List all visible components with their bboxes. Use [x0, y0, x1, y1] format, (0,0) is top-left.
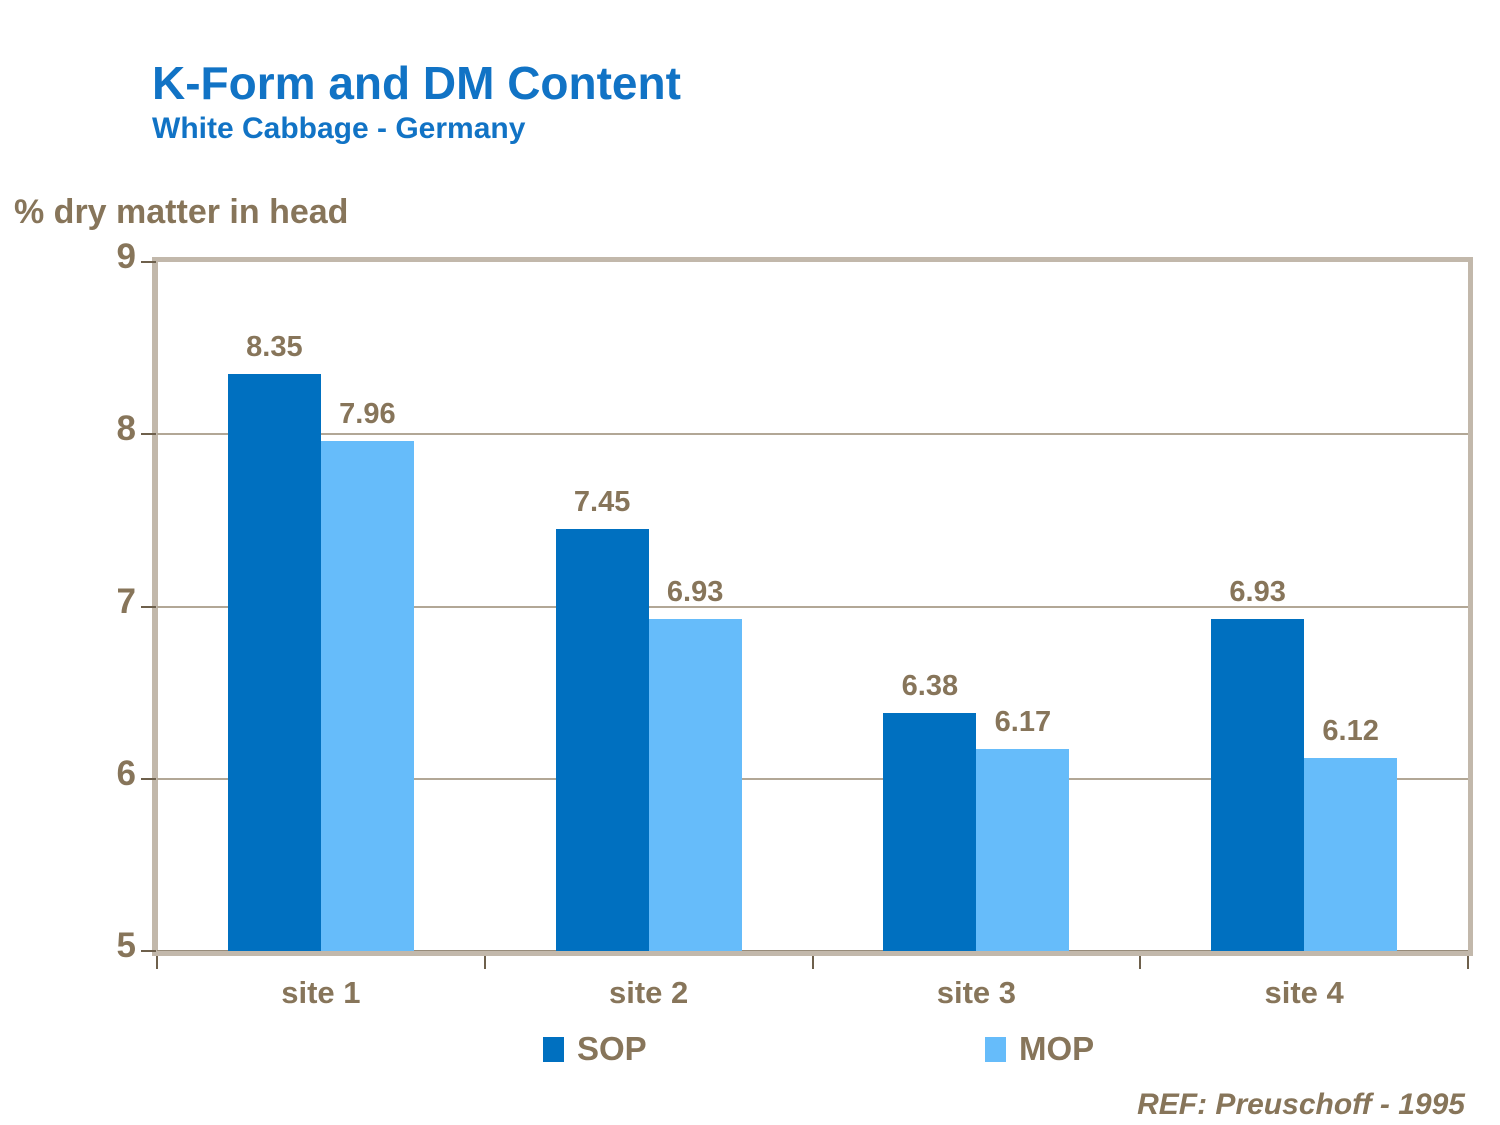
x-tick-mark-2 [811, 956, 814, 969]
y-tick-label-9: 9 [116, 237, 136, 276]
bar-value-label: 6.93 [1229, 575, 1286, 608]
gridline-8 [157, 433, 1468, 436]
legend-swatch-sop [543, 1036, 564, 1062]
bar-value-label: 8.35 [246, 330, 303, 363]
category-label-site-3: site 3 [936, 975, 1017, 1010]
bar-value-label: 6.38 [901, 670, 959, 703]
bar-value-label: 6.17 [994, 706, 1052, 739]
y-tick-label-7: 7 [116, 581, 136, 621]
bar-value-label: 6.12 [1322, 715, 1379, 748]
bar-sop-site-3 [883, 713, 977, 951]
y-tick-label-6: 6 [116, 753, 136, 793]
y-tick-label-8: 8 [116, 409, 136, 449]
y-axis-title: % dry matter in head [14, 193, 349, 231]
chart-subtitle: White Cabbage - Germany [152, 112, 526, 145]
reference-text: REF: Preuschoff - 1995 [1137, 1088, 1465, 1121]
bar-mop-site-3 [976, 749, 1070, 951]
legend-item-sop: SOP [543, 1030, 647, 1068]
category-group-4: 6.93 6.12 [1140, 262, 1468, 951]
category-label-site-1: site 1 [281, 975, 361, 1010]
y-tick-mark-8 [141, 433, 156, 436]
bar-value-label: 6.93 [666, 575, 724, 608]
category-group-1: 8.35 7.96 [157, 262, 485, 951]
category-label-site-2: site 2 [608, 975, 689, 1010]
x-tick-mark-1 [483, 956, 486, 969]
bar-sop-site-2 [555, 529, 649, 951]
plot-inner: 8.35 7.96 7.45 6.93 6.38 6.17 6.93 6.12 [157, 262, 1468, 951]
gridline-6 [157, 777, 1468, 780]
legend-item-mop: MOP [985, 1030, 1094, 1068]
category-group-3: 6.38 6.17 [813, 262, 1141, 951]
x-tick-mark-0 [156, 956, 158, 969]
legend-swatch-mop [985, 1036, 1006, 1062]
legend-label-sop: SOP [577, 1030, 647, 1067]
gridline-7 [157, 605, 1468, 608]
bar-value-label: 7.96 [339, 398, 396, 431]
plot-area: 8.35 7.96 7.45 6.93 6.38 6.17 6.93 6.12 [152, 257, 1473, 956]
bar-mop-site-4 [1304, 758, 1398, 951]
y-tick-label-5: 5 [116, 926, 136, 965]
x-tick-mark-4 [1467, 956, 1469, 969]
category-label-site-4: site 4 [1264, 975, 1344, 1010]
bar-mop-site-1 [320, 441, 414, 951]
x-tick-mark-3 [1139, 956, 1142, 969]
bar-sop-site-4 [1211, 618, 1305, 951]
bar-mop-site-2 [648, 618, 742, 951]
bar-sop-site-1 [227, 373, 321, 951]
y-tick-mark-5 [141, 950, 156, 952]
y-tick-mark-9 [141, 261, 156, 263]
category-group-2: 7.45 6.93 [485, 262, 813, 951]
y-tick-mark-7 [141, 605, 156, 608]
legend-label-mop: MOP [1019, 1030, 1095, 1067]
y-tick-mark-6 [141, 777, 156, 780]
chart-title: K-Form and DM Content [152, 57, 681, 109]
bar-value-label: 7.45 [573, 486, 631, 518]
